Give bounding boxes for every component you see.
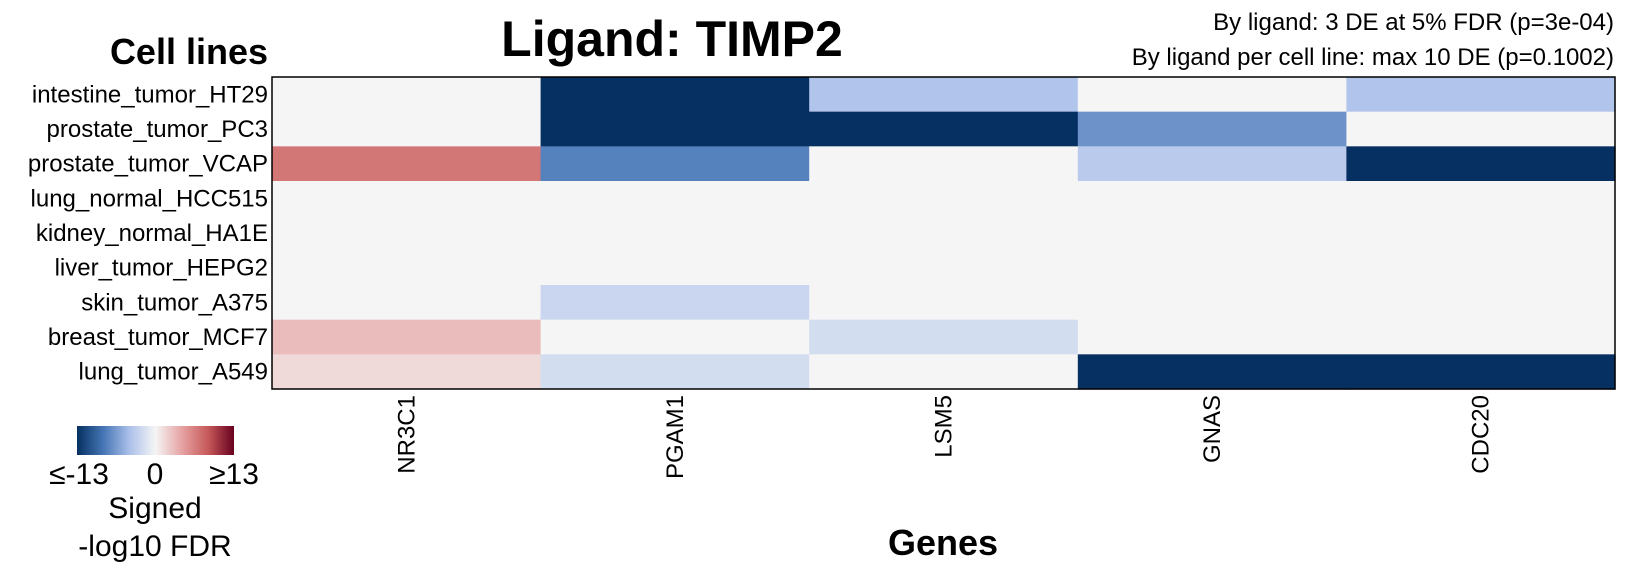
heatmap-cell <box>272 215 542 251</box>
legend-mid-label: 0 <box>147 458 164 491</box>
legend-colorbar <box>77 426 234 455</box>
column-labels: NR3C1 PGAM1 LSM5 GNAS CDC20 <box>393 395 1494 479</box>
heatmap-cell <box>272 146 542 182</box>
plot-border <box>271 76 1616 390</box>
row-label: skin_tumor_A375 <box>81 289 268 316</box>
heatmap-cell <box>540 215 810 251</box>
row-label: liver_tumor_HEPG2 <box>55 255 268 282</box>
heatmap-cell <box>1077 354 1347 390</box>
row-label: intestine_tumor_HT29 <box>32 81 268 108</box>
heatmap-cell <box>1077 181 1347 217</box>
heatmap-cell <box>1077 111 1347 147</box>
legend-max-label: ≥13 <box>209 458 259 491</box>
legend-title-line-2: -log10 FDR <box>78 530 231 563</box>
heatmap-cell <box>809 354 1079 390</box>
heatmap-cell <box>1346 146 1616 182</box>
heatmap-cell <box>272 250 542 286</box>
heatmap-cell <box>809 77 1079 113</box>
heatmap-cell <box>540 146 810 182</box>
heatmap-cell <box>540 250 810 286</box>
heatmap-cell <box>272 354 542 390</box>
heatmap-cell <box>272 181 542 217</box>
heatmap-cell <box>272 285 542 321</box>
heatmap-cell <box>540 181 810 217</box>
row-label: lung_normal_HCC515 <box>31 185 268 212</box>
row-label: kidney_normal_HA1E <box>36 220 268 247</box>
heatmap-cell <box>809 285 1079 321</box>
heatmap-cell <box>1346 215 1616 251</box>
heatmap-cell <box>272 77 542 113</box>
heatmap-cell <box>540 285 810 321</box>
legend-title-line-1: Signed <box>108 492 201 525</box>
heatmap-cell <box>540 77 810 113</box>
row-label: breast_tumor_MCF7 <box>48 324 268 351</box>
heatmap-cell <box>540 354 810 390</box>
heatmap-cells <box>272 77 1616 390</box>
stat-line-2: By ligand per cell line: max 10 DE (p=0.… <box>1132 44 1614 71</box>
heatmap-cell <box>1346 250 1616 286</box>
heatmap-cell <box>809 146 1079 182</box>
y-axis-title: Cell lines <box>110 31 268 72</box>
heatmap-cell <box>809 250 1079 286</box>
row-label: prostate_tumor_PC3 <box>47 116 268 143</box>
heatmap-cell <box>809 319 1079 355</box>
column-label: PGAM1 <box>662 395 689 479</box>
heatmap-cell <box>809 181 1079 217</box>
color-legend: ≤-13 0 ≥13 Signed -log10 FDR <box>49 426 259 563</box>
heatmap-cell <box>1346 77 1616 113</box>
heatmap-cell <box>1077 250 1347 286</box>
heatmap-cell <box>1346 111 1616 147</box>
row-label: prostate_tumor_VCAP <box>28 151 268 178</box>
chart-title: Ligand: TIMP2 <box>501 11 843 67</box>
row-label: lung_tumor_A549 <box>79 359 268 386</box>
heatmap-cell <box>272 111 542 147</box>
heatmap-cell <box>1346 354 1616 390</box>
stat-line-1: By ligand: 3 DE at 5% FDR (p=3e-04) <box>1213 9 1614 36</box>
x-axis-title: Genes <box>888 522 998 563</box>
heatmap-cell <box>1346 181 1616 217</box>
heatmap-cell <box>1346 285 1616 321</box>
column-label: CDC20 <box>1468 395 1495 474</box>
column-label: GNAS <box>1199 395 1226 463</box>
legend-min-label: ≤-13 <box>49 458 109 491</box>
heatmap-cell <box>1077 77 1347 113</box>
heatmap-cell <box>809 111 1079 147</box>
row-labels: intestine_tumor_HT29 prostate_tumor_PC3pr… <box>28 81 268 385</box>
heatmap-cell <box>540 111 810 147</box>
heatmap-cell <box>1077 215 1347 251</box>
column-label: NR3C1 <box>393 395 420 474</box>
heatmap-cell <box>1077 146 1347 182</box>
heatmap-cell <box>1346 319 1616 355</box>
column-label: LSM5 <box>931 395 958 458</box>
heatmap-cell <box>809 215 1079 251</box>
heatmap-cell <box>1077 319 1347 355</box>
heatmap-cell <box>1077 285 1347 321</box>
heatmap-cell <box>540 319 810 355</box>
heatmap-cell <box>272 319 542 355</box>
